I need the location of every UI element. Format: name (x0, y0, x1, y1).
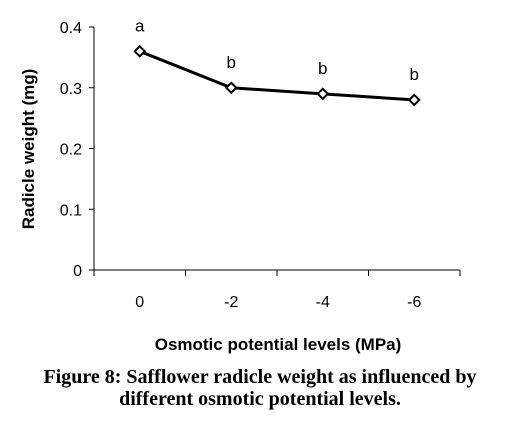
caption-line-2: different osmotic potential levels. (119, 388, 401, 410)
significance-label: b (410, 65, 419, 84)
y-tick-label: 0 (73, 263, 82, 280)
radicle-weight-chart: 0 0.1 0.2 0.3 0.4 0 -2 -4 -6 a b b b Osmotic poten… (19, 16, 461, 354)
data-point (316, 87, 330, 101)
y-axis: 0 0.1 0.2 0.3 0.4 (60, 20, 95, 280)
x-tick-label: -4 (316, 294, 330, 311)
y-tick-label: 0.2 (60, 142, 82, 159)
series-line (139, 49, 415, 102)
series: a b b b (133, 16, 421, 107)
x-axis: 0 -2 -4 -6 (93, 269, 461, 311)
x-axis-title: Osmotic potential levels (MPa) (155, 335, 402, 354)
x-tick-label: 0 (135, 294, 144, 311)
y-tick-label: 0.3 (60, 81, 82, 98)
data-point (224, 81, 238, 95)
significance-label: b (318, 59, 327, 78)
y-tick-label: 0.4 (60, 20, 82, 37)
y-axis-title: Radicle weight (mg) (19, 69, 38, 230)
data-point (407, 93, 421, 107)
significance-label: a (135, 16, 145, 35)
x-tick-label: -6 (407, 294, 421, 311)
data-point (133, 44, 147, 58)
y-tick-label: 0.1 (60, 202, 82, 219)
figure-caption: Figure 8: Safflower radicle weight as in… (0, 366, 520, 410)
significance-label: b (227, 53, 236, 72)
x-tick-label: -2 (224, 294, 238, 311)
caption-line-1: Figure 8: Safflower radicle weight as in… (43, 366, 477, 388)
